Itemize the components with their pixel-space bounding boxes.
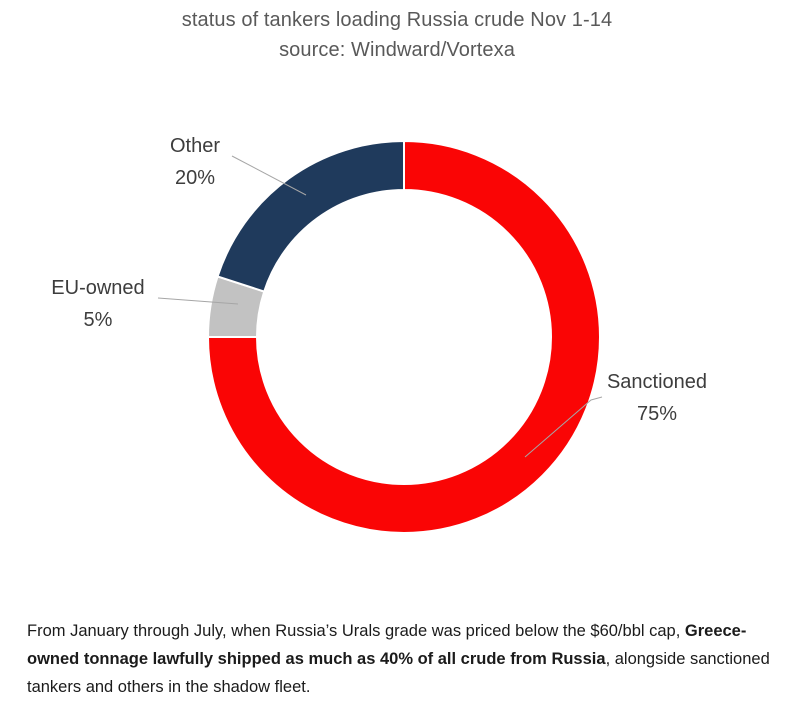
leader-line-sanctioned bbox=[524, 396, 603, 458]
donut-segment-other bbox=[216, 139, 405, 293]
label-eu-owned: EU-owned 5% bbox=[18, 272, 178, 336]
donut-segment-sanctioned bbox=[206, 139, 601, 534]
label-eu-owned-pct: 5% bbox=[83, 309, 113, 331]
label-sanctioned-pct: 75% bbox=[636, 403, 678, 425]
donut-segments bbox=[206, 139, 601, 534]
caption-paragraph: From January through July, when Russia’s… bbox=[27, 617, 772, 701]
caption-pre: From January through July, when Russia’s… bbox=[27, 622, 685, 640]
label-sanctioned-name: Sanctioned bbox=[606, 371, 708, 393]
label-eu-owned-name: EU-owned bbox=[51, 277, 145, 299]
leader-line-other bbox=[231, 155, 307, 196]
label-other-name: Other bbox=[169, 135, 221, 157]
chart-title-line: status of tankers loading Russia crude N… bbox=[181, 9, 613, 31]
chart-source-line: source: Windward/Vortexa bbox=[279, 39, 515, 61]
chart-title: status of tankers loading Russia crude N… bbox=[0, 5, 794, 65]
label-sanctioned: Sanctioned 75% bbox=[577, 366, 737, 430]
caption-post: , alongside sanctioned tankers and other… bbox=[27, 650, 770, 696]
caption-bold: Greece-owned tonnage lawfully shipped as… bbox=[27, 622, 747, 668]
donut-chart bbox=[157, 139, 603, 534]
label-other: Other 20% bbox=[115, 130, 275, 194]
leader-line-eu-owned bbox=[157, 297, 239, 305]
label-other-pct: 20% bbox=[174, 167, 216, 189]
